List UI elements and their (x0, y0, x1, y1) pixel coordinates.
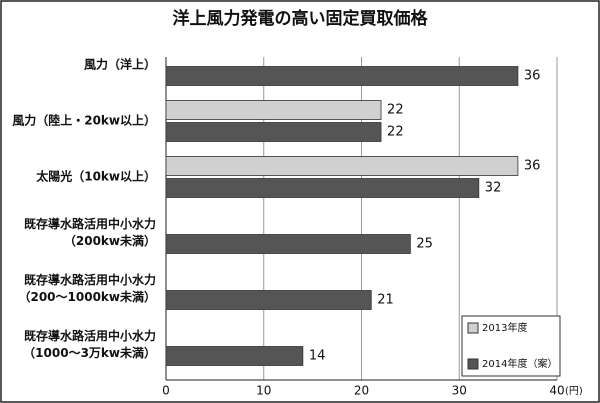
y-tick-label: 風力（陸上・20kw以上） (12, 113, 156, 128)
x-tick-label: 0 (162, 384, 170, 398)
bar (165, 156, 519, 176)
legend-swatch (467, 358, 479, 370)
legend-label: 2013年度 (482, 321, 527, 334)
y-tick-label: 風力（洋上） (83, 57, 156, 72)
bar (165, 122, 382, 142)
x-tick-label: 40 (549, 384, 564, 398)
bar (165, 66, 519, 86)
x-unit: (円) (565, 386, 583, 397)
value-label: 22 (387, 103, 404, 118)
value-label: 14 (309, 349, 326, 364)
legend-label: 2014年度（案） (482, 357, 557, 370)
y-tick-label: 既存導水路活用中小水力 （200kw未満） (23, 217, 156, 248)
value-label: 25 (416, 237, 433, 252)
y-tick-label: 太陽光（10kw以上） (36, 169, 156, 184)
bar (165, 100, 382, 120)
bar (165, 346, 304, 366)
legend-swatch (467, 322, 479, 334)
bar (165, 178, 480, 198)
x-tick-label: 30 (452, 384, 467, 398)
x-tick-label: 20 (354, 384, 369, 398)
chart-title: 洋上風力発電の高い固定買取価格 (173, 8, 429, 29)
bar (165, 290, 372, 310)
value-label: 21 (377, 293, 394, 308)
value-label: 36 (524, 159, 541, 174)
bar (165, 234, 411, 254)
x-tick-label: 10 (256, 384, 271, 398)
value-label: 22 (387, 125, 404, 140)
y-tick-label: 既存導水路活用中小水力 （1000～3万kw未満） (23, 329, 156, 360)
value-label: 36 (524, 69, 541, 84)
y-tick-label: 既存導水路活用中小水力 （200～1000kw未満） (18, 273, 156, 304)
value-label: 32 (485, 181, 502, 196)
